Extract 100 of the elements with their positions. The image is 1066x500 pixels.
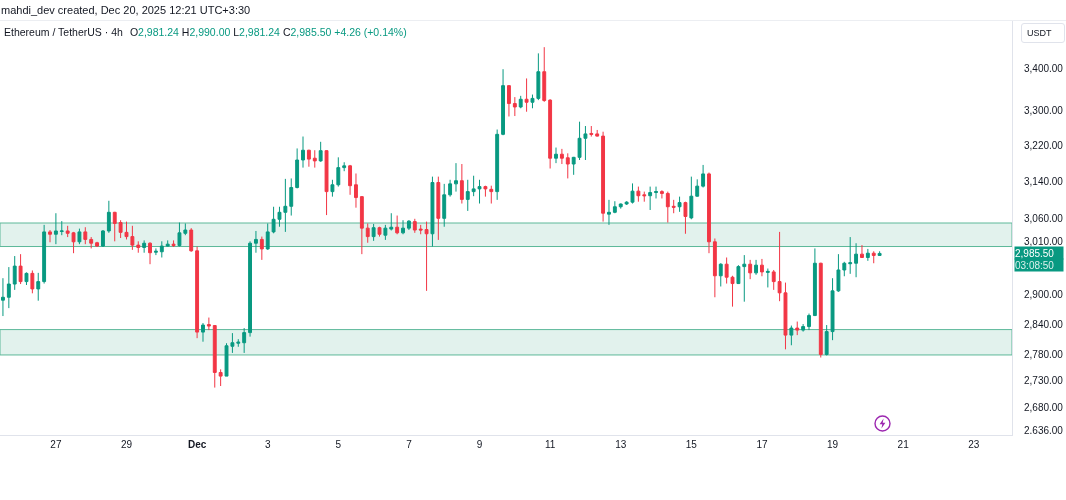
candlestick [77,228,82,245]
candlestick [53,212,58,245]
x-tick-label: 23 [968,439,980,450]
text: 2,985.50 [1015,247,1055,259]
candlestick [801,323,806,333]
candlestick [148,241,152,265]
x-tick-label: 27 [50,439,62,450]
x-tick-label: 29 [120,439,133,450]
candlestick [589,125,594,138]
candlestick [818,262,823,359]
candlestick [565,152,570,179]
candlestick [495,129,500,201]
candlestick [748,259,753,280]
y-tick-label: 3,400.00 [1024,62,1064,74]
candlestick [324,149,329,216]
candlestick [389,212,394,231]
x-tick-label: 5 [335,439,342,450]
candlestick [448,179,453,198]
y-tick-label: 3,140.00 [1024,176,1064,188]
candlestick [795,321,800,336]
candlestick [342,161,347,172]
candlestick [206,317,211,331]
candlestick [618,203,623,210]
candlestick [89,236,94,249]
candlestick [854,242,859,278]
candlestick [765,268,770,288]
candlestick [165,239,170,248]
candlestick [860,244,864,259]
candlestick [718,262,723,287]
candlestick [395,215,400,235]
candlestick [83,226,88,245]
candlestick [354,172,358,209]
candlestick [412,218,417,234]
candlestick [42,224,47,285]
text: O2,981.24 H2,990.00 L2,981.24 C2,985.50 +4.26 (+0.14%) [129,26,407,38]
candlestick [153,247,158,256]
candlestick [106,200,111,234]
y-axis-title: USDT [1021,23,1065,43]
candlestick [189,227,194,253]
candlestick [259,236,264,261]
candlestick [301,136,305,169]
candlestick [459,163,464,205]
candlestick [559,148,564,165]
candlestick [754,259,758,276]
candlestick [865,248,870,262]
text: Ethereum / TetherUS · 4h [4,26,123,38]
candlestick [212,324,217,389]
candlestick [101,229,105,248]
candlestick [24,271,29,286]
candlestick [512,96,517,117]
candlestick [248,240,252,338]
candlestick [159,240,164,258]
candlestick [359,195,364,255]
y-tick-label: 2,840.00 [1024,319,1064,331]
y-tick-label: 3,220.00 [1024,140,1064,152]
x-tick-label: 13 [615,439,627,450]
candlestick [295,147,300,189]
candlestick [442,183,447,228]
candlestick [171,239,176,248]
y-tick-label: 2,680.00 [1024,401,1064,413]
candlestick [218,368,223,387]
candlestick [242,327,247,354]
candlestick [848,236,853,275]
candlestick [436,176,441,241]
candlestick [306,149,311,168]
y-tick-label: 2,780.00 [1024,349,1064,361]
candlestick [695,178,700,198]
candlestick [501,68,505,136]
candlestick [365,222,370,244]
y-tick-label: 2.636.00 [1024,425,1064,437]
candlestick [36,272,41,302]
candlestick [18,253,23,285]
candlestick [789,325,794,346]
candlestick [665,191,670,224]
candlestick [760,258,764,277]
text: mahdi_dev created, Dec 20, 2025 12:21 UTC+3:30 [1,4,251,17]
x-tick-label: 11 [544,439,556,450]
candlestick [871,250,876,264]
candlestick [877,250,882,256]
candlestick [548,98,553,170]
candlestick [195,246,200,339]
candlestick [524,77,529,113]
candlestick [683,201,688,235]
candlestick [59,220,64,236]
candlestick [312,149,317,169]
x-tick-label: 19 [826,439,839,450]
candlestick [654,186,658,199]
candlestick [648,186,653,211]
candlestick [371,223,376,242]
candlestick [377,226,382,238]
candlestick [659,189,664,199]
candlestick [812,247,817,317]
candlestick [701,164,706,189]
candlestick [465,179,470,212]
candlestick [454,162,458,193]
candlestick [318,141,323,163]
y-tick-label: 3,010.00 [1024,236,1064,248]
x-tick-label: 17 [756,439,768,450]
candlestick [12,255,17,291]
text: 03:08:50 [1015,259,1055,271]
